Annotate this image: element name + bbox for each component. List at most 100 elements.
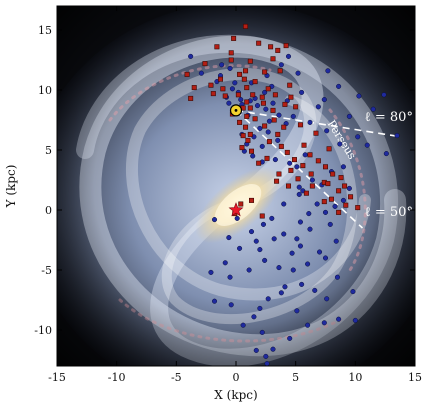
data-point-circle: [234, 215, 240, 221]
data-point-square: [274, 178, 280, 184]
data-point-circle: [237, 245, 243, 251]
data-point-circle: [324, 128, 330, 134]
data-point-square: [275, 131, 281, 137]
y-tick-label: 5: [45, 144, 52, 157]
data-point-circle: [226, 235, 232, 241]
data-point-square: [228, 50, 234, 56]
data-point-circle: [253, 347, 259, 353]
data-point-circle: [294, 236, 300, 242]
data-point-circle: [370, 106, 376, 112]
data-point-square: [208, 82, 214, 88]
data-point-circle: [270, 346, 276, 352]
data-point-circle: [198, 70, 204, 76]
data-point-square: [231, 35, 237, 41]
data-point-square: [244, 85, 250, 91]
data-point-square: [278, 143, 284, 149]
data-point-circle: [355, 134, 361, 140]
data-point-circle: [314, 201, 320, 207]
data-point-circle: [325, 68, 331, 74]
galaxy-background-image: [57, 6, 415, 366]
data-point-circle: [270, 100, 276, 106]
data-point-circle: [257, 305, 263, 311]
data-point-square: [265, 86, 271, 92]
data-point-circle: [327, 221, 333, 227]
data-point-square: [336, 209, 342, 215]
data-point-circle: [259, 329, 265, 335]
galactic-center-star: [228, 202, 244, 217]
data-point-square: [191, 85, 197, 91]
data-point-square: [252, 79, 258, 85]
data-point-square: [220, 86, 226, 92]
data-point-circle: [246, 267, 252, 273]
data-point-square: [245, 137, 251, 143]
x-axis-title: X (kpc): [214, 388, 257, 402]
data-point-square: [307, 152, 313, 158]
y-tick-label: 0: [45, 204, 52, 217]
data-point-square: [247, 58, 253, 64]
data-point-square: [260, 100, 266, 106]
data-point-circle: [266, 118, 272, 124]
data-point-circle: [269, 215, 275, 221]
y-axis-title: Y (kpc): [4, 165, 18, 209]
data-point-circle: [306, 211, 312, 217]
data-point-square: [235, 92, 241, 98]
data-point-square: [301, 142, 307, 148]
data-point-circle: [272, 157, 278, 163]
data-point-square: [281, 124, 287, 130]
data-point-square: [303, 190, 309, 196]
annotation-label: ℓ = 50°: [365, 205, 413, 220]
data-point-circle: [281, 201, 287, 207]
data-point-circle: [254, 103, 261, 109]
data-point-square: [315, 158, 321, 164]
data-point-circle: [265, 296, 271, 302]
data-point-square: [188, 95, 194, 101]
data-point-circle: [287, 335, 293, 341]
data-point-circle: [263, 106, 269, 112]
data-point-square: [342, 183, 348, 189]
data-point-circle: [282, 284, 288, 290]
data-point-circle: [294, 308, 300, 314]
data-point-square: [343, 202, 349, 208]
data-point-square: [259, 94, 265, 100]
data-point-circle: [271, 236, 277, 242]
data-point-square: [297, 122, 303, 128]
data-point-circle: [305, 261, 311, 267]
data-point-circle: [289, 250, 295, 256]
data-point-square: [256, 40, 262, 46]
data-point-circle: [227, 274, 233, 280]
data-point-circle: [307, 119, 313, 125]
data-point-square: [217, 76, 223, 82]
x-tick-label: -5: [171, 371, 182, 384]
data-point-circle: [333, 238, 339, 244]
data-point-circle: [297, 219, 303, 225]
data-point-circle: [305, 322, 311, 328]
data-point-square: [322, 164, 328, 170]
data-point-square: [249, 197, 255, 203]
data-point-circle: [322, 255, 329, 261]
data-point-circle: [297, 243, 303, 249]
data-point-circle: [356, 93, 362, 99]
data-point-circle: [336, 316, 342, 322]
data-point-square: [308, 171, 314, 177]
data-point-circle: [263, 353, 269, 359]
data-point-square: [247, 131, 253, 137]
data-point-circle: [332, 203, 338, 209]
data-point-square: [328, 196, 334, 202]
data-point-circle: [228, 302, 234, 308]
data-point-circle: [278, 290, 284, 296]
data-point-square: [268, 44, 274, 50]
data-point-circle: [276, 112, 282, 118]
data-point-square: [326, 146, 332, 152]
data-point-circle: [211, 217, 218, 223]
data-point-square: [210, 91, 216, 97]
data-point-square: [237, 71, 243, 77]
data-point-square: [243, 68, 249, 74]
data-point-circle: [222, 260, 228, 266]
data-point-square: [264, 155, 270, 161]
annotation-label: ℓ = 80°: [365, 110, 413, 125]
data-point-circle: [262, 257, 268, 263]
data-point-square: [239, 145, 245, 151]
x-tick-label: 10: [348, 371, 362, 384]
data-point-circle: [350, 289, 356, 295]
data-point-circle: [285, 53, 292, 59]
